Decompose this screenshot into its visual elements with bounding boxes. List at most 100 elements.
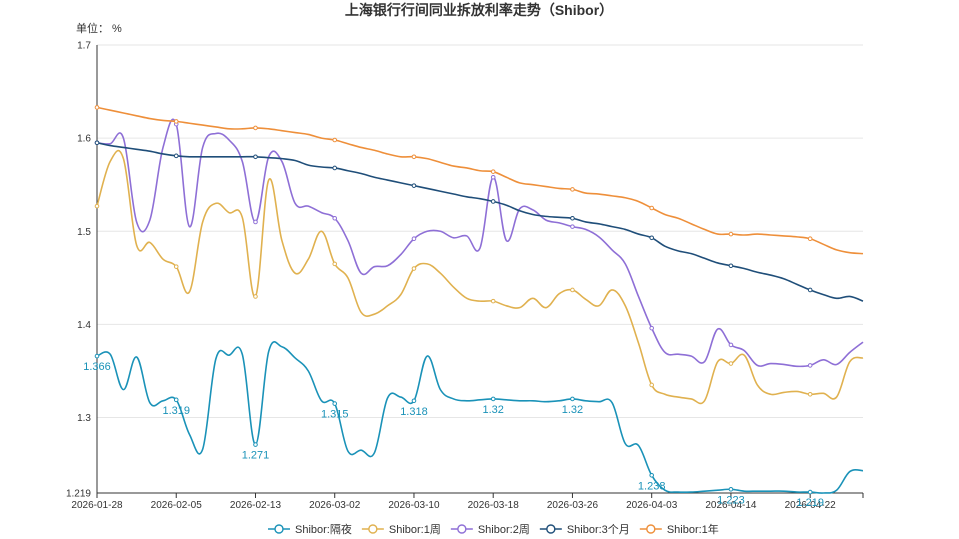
data-point	[490, 396, 496, 402]
legend-item-2[interactable]: Shibor:1周	[361, 523, 441, 536]
data-point	[411, 183, 417, 188]
legend-label: Shibor:2周	[478, 523, 530, 536]
data-point	[490, 169, 496, 174]
data-point	[649, 473, 654, 478]
data-point	[728, 361, 734, 366]
x-tick-label: 2026-02-05	[151, 500, 203, 511]
data-point	[253, 154, 258, 160]
data-point	[570, 396, 575, 402]
data-point	[411, 236, 417, 242]
data-point	[807, 391, 813, 397]
data-point	[490, 199, 496, 204]
data-point	[411, 154, 417, 160]
series-layer	[94, 105, 864, 495]
data-label: 1.238	[638, 480, 666, 492]
data-label: 1.318	[400, 406, 428, 418]
data-point	[728, 263, 734, 269]
series-4	[94, 140, 864, 302]
data-label: 1.219	[796, 497, 824, 509]
data-point	[411, 398, 417, 404]
data-label: 1.319	[162, 405, 190, 417]
y-tick-label: 1.3	[77, 413, 91, 424]
legend-label: Shibor:1周	[389, 523, 441, 536]
data-point	[728, 342, 734, 348]
data-point	[332, 215, 338, 221]
legend-swatch-marker	[457, 524, 467, 534]
data-point	[570, 287, 575, 293]
data-point	[332, 165, 338, 171]
chart-title: 上海银行行间同业拆放利率走势（Shibor）	[345, 2, 613, 18]
legend[interactable]: Shibor:隔夜 Shibor:1周 Shibor:2周 Shibor:3个月 Shi…	[268, 522, 719, 536]
data-label: 1.271	[242, 450, 270, 462]
data-point	[728, 231, 734, 237]
data-point	[490, 298, 496, 304]
data-point	[332, 401, 338, 406]
data-point	[570, 224, 575, 229]
y-tick-label: 1.5	[77, 227, 91, 238]
data-label: 1.32	[562, 404, 583, 416]
data-point	[253, 219, 258, 225]
data-point	[807, 287, 813, 293]
x-tick-label: 2026-04-03	[626, 500, 678, 511]
data-point	[253, 442, 258, 447]
data-label: 1.223	[717, 494, 745, 506]
data-point	[253, 294, 258, 299]
data-label: 1.32	[482, 404, 503, 416]
legend-item-5[interactable]: Shibor:1年	[639, 522, 719, 536]
data-point	[649, 382, 654, 388]
legend-swatch-marker	[646, 524, 656, 534]
y-tick-label: 1.219	[66, 489, 91, 500]
series-line	[96, 106, 864, 255]
data-point	[173, 153, 179, 159]
legend-item-3[interactable]: Shibor:2周	[450, 523, 530, 536]
data-point	[332, 137, 338, 143]
x-tick-label: 2026-01-28	[71, 500, 123, 511]
x-tick-label: 2026-03-18	[468, 500, 520, 511]
data-point	[173, 264, 179, 269]
data-point	[173, 397, 179, 403]
x-tick-label: 2026-04-22	[785, 500, 837, 511]
data-labels: 1.366 1.319 1.271 1.315 1.318 1.32 1.32 1.238 1.…	[83, 361, 824, 509]
legend-label: Shibor:3个月	[567, 523, 630, 536]
legend-label: Shibor:1年	[667, 522, 719, 536]
series-line	[96, 142, 864, 302]
series-3	[94, 118, 864, 368]
data-point	[94, 105, 100, 110]
x-tick-label: 2026-04-14	[705, 500, 757, 511]
x-tick-label: 2026-03-26	[547, 500, 599, 511]
unit-label: 单位： %	[76, 21, 122, 35]
data-label: 1.315	[321, 409, 349, 421]
data-point	[94, 140, 100, 146]
data-point	[332, 261, 338, 267]
series-5	[94, 105, 864, 255]
data-point	[570, 187, 575, 192]
y-tick-label: 1.6	[77, 134, 91, 145]
data-point	[173, 119, 179, 124]
data-point	[94, 203, 100, 209]
legend-item-1[interactable]: Shibor:隔夜	[268, 522, 352, 536]
data-point	[728, 486, 734, 492]
legend-label: Shibor:隔夜	[295, 522, 352, 536]
data-point	[807, 489, 813, 495]
legend-swatch-marker	[274, 524, 284, 534]
data-point	[253, 125, 258, 131]
data-point	[411, 266, 417, 271]
data-point	[649, 325, 654, 331]
data-point	[649, 205, 654, 211]
data-point	[649, 235, 654, 241]
x-tick-label: 2026-03-10	[388, 500, 440, 511]
series-2	[94, 149, 864, 405]
series-line	[96, 149, 864, 405]
data-point	[807, 236, 813, 242]
data-label: 1.366	[83, 361, 111, 373]
data-point	[570, 215, 575, 221]
data-point	[490, 174, 496, 180]
y-tick-label: 1.7	[77, 41, 91, 52]
x-tick-label: 2026-02-13	[230, 500, 282, 511]
x-tick-label: 2026-03-02	[309, 500, 361, 511]
y-tick-label: 1.4	[77, 320, 91, 331]
legend-item-4[interactable]: Shibor:3个月	[539, 523, 630, 536]
data-point	[94, 353, 100, 359]
